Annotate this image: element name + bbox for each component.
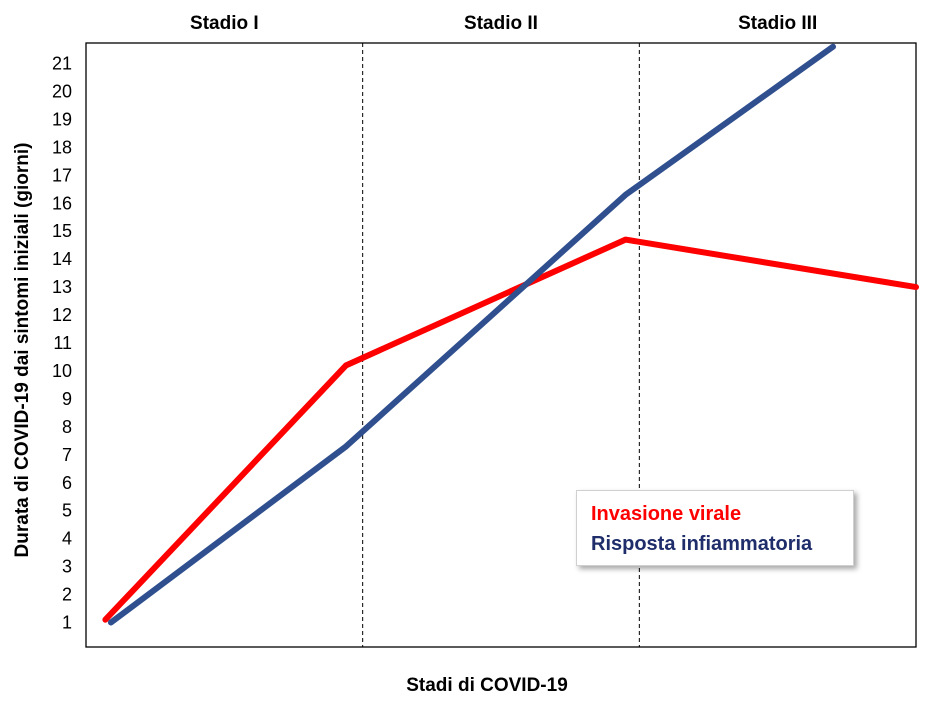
y-tick-label: 15 [52, 221, 72, 241]
y-tick-label: 1 [62, 613, 72, 633]
y-tick-label: 3 [62, 557, 72, 577]
series-lines [102, 43, 919, 626]
legend-item-risposta-infiammatoria: Risposta infiammatoria [591, 533, 813, 555]
y-tick-label: 16 [52, 193, 72, 213]
y-axis-title: Durata di COVID-19 dai sintomi iniziali … [12, 143, 33, 558]
y-tick-label: 11 [53, 333, 72, 353]
plot-area [85, 42, 917, 648]
series-line-invasione-virale [102, 236, 919, 623]
stage-boundaries [362, 43, 640, 647]
y-tick-label: 21 [52, 54, 72, 74]
y-tick-label: 20 [52, 81, 72, 101]
y-tick-label: 7 [62, 445, 72, 465]
stage-label: Stadio II [464, 13, 538, 34]
y-tick-label: 19 [52, 109, 72, 129]
stage-label: Stadio I [190, 13, 259, 34]
y-tick-label: 17 [52, 165, 72, 185]
y-tick-label: 13 [52, 277, 72, 297]
series-line-risposta-infiammatoria [107, 43, 836, 626]
y-tick-label: 2 [62, 585, 72, 605]
legend-item-invasione-virale: Invasione virale [591, 503, 742, 525]
x-axis-title: Stadi di COVID-19 [406, 675, 568, 696]
y-tick-label: 9 [62, 389, 72, 409]
y-tick-label: 5 [62, 501, 72, 521]
legend: Invasione virale Risposta infiammatoria [576, 490, 854, 566]
y-tick-label: 6 [62, 473, 72, 493]
y-tick-label: 14 [52, 249, 72, 269]
y-tick-label: 8 [62, 417, 72, 437]
stage-label: Stadio III [738, 13, 817, 34]
y-tick-label: 12 [52, 305, 72, 325]
y-tick-label: 4 [62, 529, 72, 549]
stage-labels: Stadio I Stadio II Stadio III [190, 13, 817, 34]
y-tick-label: 18 [52, 137, 72, 157]
y-tick-label: 10 [52, 361, 72, 381]
